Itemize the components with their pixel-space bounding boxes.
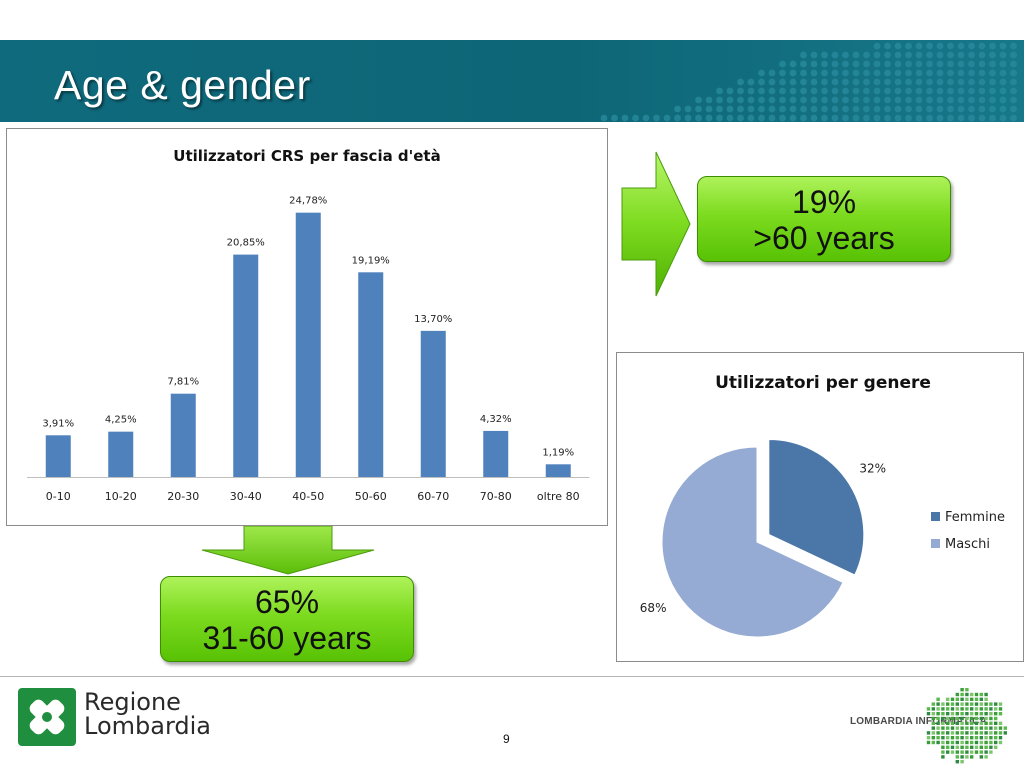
bar-10-20 [108,431,134,477]
callout-over-60-label: >60 years [753,220,895,256]
slide-title: Age & gender [54,62,311,108]
bar-data-label: 20,85% [227,238,265,249]
bar-20-30 [170,393,196,477]
x-tick-label: 40-50 [292,490,324,503]
regione-lombardia-logo-icon [18,688,76,746]
lombardia-map-icon [926,688,1007,764]
bar-50-60 [358,272,384,477]
x-tick-label: 70-80 [480,490,512,503]
callout-over-60-percent: 19% [791,184,857,220]
regione-lombardia-wordmark: Regione Lombardia [84,688,212,740]
dot-pattern [600,42,1017,122]
legend-swatch-maschi [931,539,940,548]
callout-31-60-label: 31-60 years [202,620,372,656]
x-tick-label: 50-60 [355,490,387,503]
pie-data-label: 32% [859,462,886,476]
bar-40-50 [295,212,321,477]
bar-data-label: 19,19% [352,255,390,266]
bar-data-label: 24,78% [289,196,327,207]
x-tick-label: 10-20 [105,490,137,503]
callout-31-60-percent: 65% [254,584,320,620]
header-banner [0,40,1024,122]
callout-over-60: 19% >60 years [697,176,951,262]
bar-data-label: 7,81% [167,377,199,388]
pie-data-label: 68% [640,601,667,615]
right-arrow-icon [621,151,691,297]
callout-31-60: 65% 31-60 years [160,576,414,662]
legend-femmine: Femmine [945,510,1005,525]
bar-data-label: 1,19% [542,447,574,458]
age-bar-chart: Utilizzatori CRS per fascia d'età 3,91% 0… [6,128,608,526]
bar-60-70 [420,330,446,477]
pie-slice-femmine [768,438,865,576]
bar-data-label: 4,32% [480,414,512,425]
bar-data-label: 3,91% [42,418,74,429]
legend-maschi: Maschi [945,537,990,552]
page-number: 9 [503,732,510,746]
bar-70-80 [483,430,509,477]
down-arrow-icon [201,526,375,575]
bar-oltre 80 [545,464,571,477]
gender-pie-chart: Utilizzatori per genere 32% 68% Femmine M… [616,352,1024,662]
bar-chart-title: Utilizzatori CRS per fascia d'età [173,147,440,165]
x-tick-label: oltre 80 [537,490,580,503]
x-tick-label: 0-10 [46,490,71,503]
bar-data-label: 13,70% [414,314,452,325]
pie-chart-title: Utilizzatori per genere [715,373,931,393]
bar-data-label: 4,25% [105,415,137,426]
bar-0-10 [45,435,71,477]
x-tick-label: 60-70 [417,490,449,503]
lombardia-informatica-label: LOMBARDIA INFORMATICA [850,716,987,727]
bar-30-40 [233,254,259,477]
legend-swatch-femmine [931,512,940,521]
x-tick-label: 20-30 [167,490,199,503]
footer-divider [0,676,1024,677]
pie-slice-maschi [661,446,844,638]
x-tick-label: 30-40 [230,490,262,503]
